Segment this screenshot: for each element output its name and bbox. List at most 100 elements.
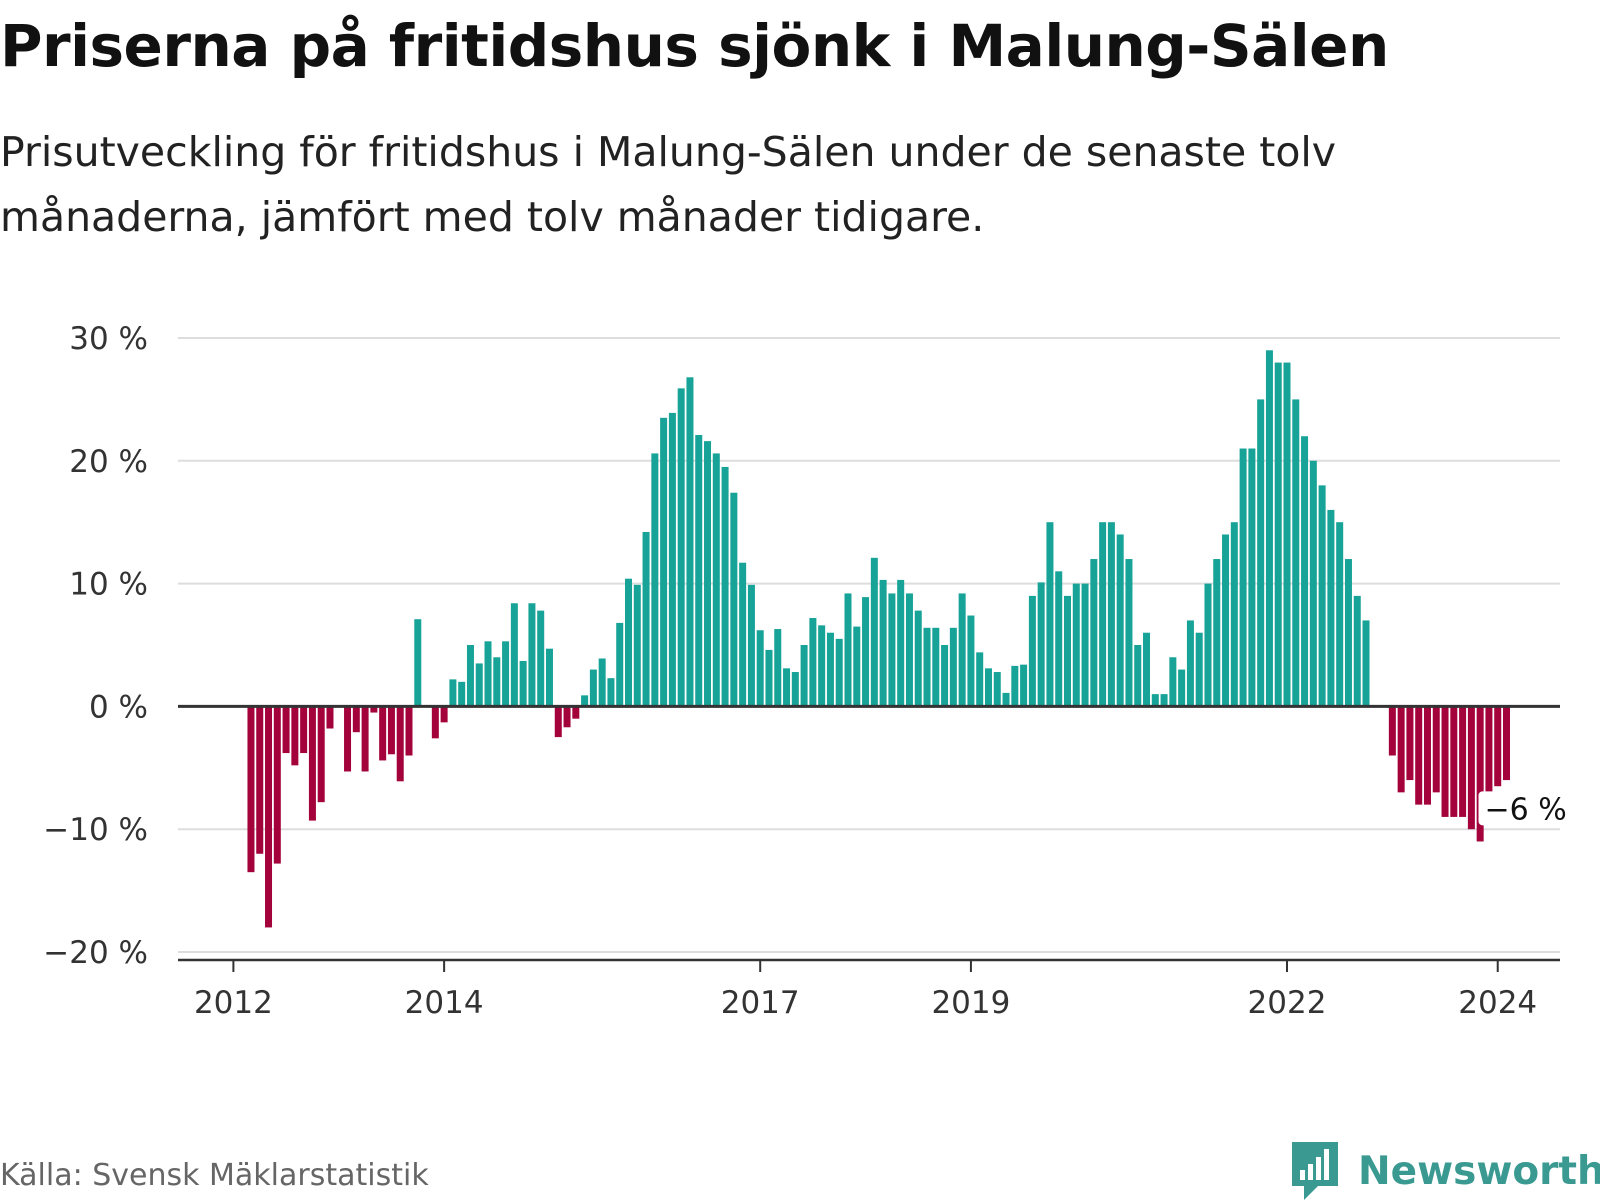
bar (783, 668, 791, 707)
bar (844, 593, 852, 707)
bar (1204, 583, 1212, 707)
bar (914, 610, 922, 707)
bar (510, 603, 518, 707)
bar (923, 627, 931, 707)
bar (352, 706, 360, 733)
bar (598, 658, 606, 707)
bar (1055, 571, 1063, 707)
bar (475, 663, 483, 707)
bar (1046, 522, 1054, 707)
bar (1072, 583, 1080, 707)
bar (826, 632, 834, 707)
bar (431, 706, 439, 739)
chart-title: Priserna på fritidshus sjönk i Malung-Sä… (0, 12, 1389, 80)
bar (993, 672, 1001, 707)
bar (1301, 436, 1309, 707)
bar (1503, 706, 1510, 781)
bar (958, 593, 966, 707)
bar (853, 626, 861, 707)
bar (265, 706, 273, 928)
bar (282, 706, 290, 754)
brand-logo[interactable]: Newsworthy (1290, 1140, 1600, 1202)
bar (1265, 350, 1273, 707)
bar (1125, 559, 1133, 707)
bar (370, 706, 378, 713)
bar (712, 453, 720, 707)
bar (870, 557, 878, 707)
bar (449, 679, 457, 707)
bar (1467, 706, 1475, 830)
bar (572, 706, 580, 719)
bar (1213, 559, 1221, 707)
bar (1028, 595, 1036, 707)
bar (765, 649, 773, 707)
bar (256, 706, 264, 854)
bar (879, 579, 887, 707)
bar (1169, 657, 1177, 707)
bar (888, 593, 896, 707)
bar (1494, 706, 1502, 787)
y-tick-label: −10 % (43, 812, 148, 848)
y-tick-label: 0 % (89, 689, 148, 725)
bar (756, 630, 764, 707)
bar (589, 669, 597, 707)
y-tick-label: −20 % (43, 935, 148, 971)
bar (379, 706, 387, 761)
bar (704, 441, 712, 707)
bar (545, 648, 553, 707)
end-label-background (1478, 791, 1509, 826)
bar (668, 412, 676, 707)
bar (1151, 694, 1159, 707)
bar (1186, 620, 1194, 707)
bar (466, 645, 474, 707)
bar (1362, 620, 1370, 707)
bar (862, 597, 870, 707)
bar (1397, 706, 1405, 793)
bar (1090, 559, 1098, 707)
bar (1388, 706, 1396, 756)
bar (1011, 665, 1019, 707)
bar (932, 627, 940, 707)
bar (1081, 583, 1089, 707)
axis-labels: 30 % 20 % 10 % 0 % −10 % −20 % 2012 2014 2017 201… (43, 321, 1570, 1020)
bar (1415, 706, 1423, 805)
bar (1309, 460, 1317, 707)
bar (984, 668, 992, 707)
bar (976, 652, 984, 707)
bar (1274, 362, 1282, 707)
bar (1222, 534, 1230, 707)
y-tick-label: 20 % (69, 444, 148, 480)
bar (247, 706, 255, 873)
bar (818, 625, 826, 707)
bar (537, 610, 545, 707)
bar (1143, 632, 1151, 707)
bar (1107, 522, 1115, 707)
bar (616, 622, 624, 707)
bar (291, 706, 299, 766)
bar (563, 706, 571, 728)
bar (695, 435, 703, 707)
bar (686, 377, 694, 707)
bar (1134, 645, 1142, 707)
bar (1020, 664, 1028, 707)
x-tick-label: 2022 (1248, 985, 1327, 1020)
bar (1292, 399, 1300, 707)
bar (528, 603, 536, 707)
bar (1064, 595, 1071, 707)
bar (396, 706, 404, 782)
bar (387, 706, 395, 755)
x-tick-label: 2017 (721, 985, 800, 1020)
bar (642, 532, 650, 707)
bar (308, 706, 316, 821)
gridlines (178, 337, 1560, 953)
bar (554, 706, 562, 738)
bar (405, 706, 413, 756)
bar (677, 388, 685, 707)
chart-subtitle: Prisutveckling för fritidshus i Malung-S… (0, 128, 1337, 241)
bar (747, 584, 755, 707)
bar (1353, 595, 1361, 707)
bar (1423, 706, 1431, 805)
bar (493, 657, 501, 707)
bar-chart: 30 % 20 % 10 % 0 % −10 % −20 % 2012 2014 2017 201… (43, 321, 1570, 1020)
bar-series (247, 350, 1510, 928)
